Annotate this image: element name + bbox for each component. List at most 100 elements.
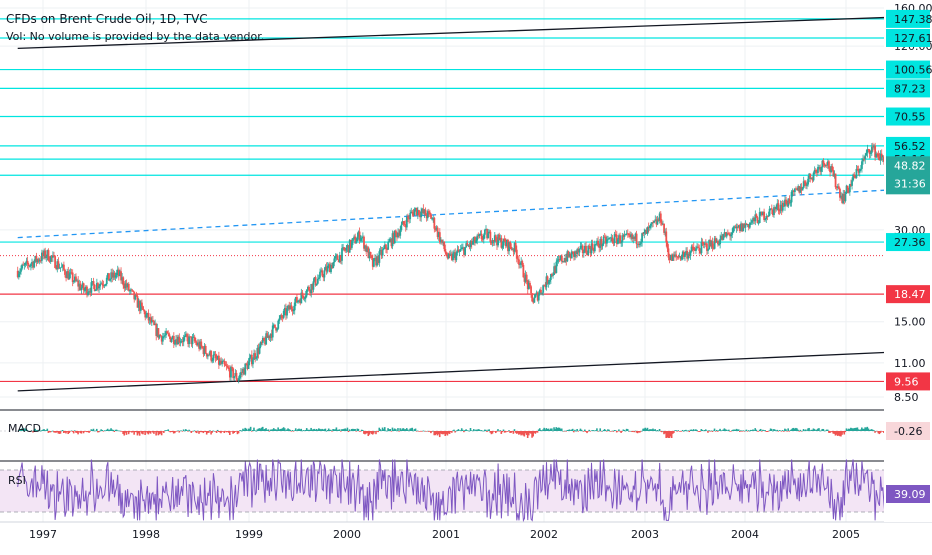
candle[interactable] [593, 240, 596, 253]
candle[interactable] [127, 282, 130, 292]
candle[interactable] [831, 163, 834, 172]
candle[interactable] [179, 337, 182, 347]
candle[interactable] [102, 280, 105, 288]
candle[interactable] [534, 293, 537, 299]
candle[interactable] [221, 358, 224, 367]
candle[interactable] [879, 150, 882, 165]
candle[interactable] [663, 223, 665, 236]
candle[interactable] [697, 243, 700, 248]
candle[interactable] [573, 251, 575, 261]
candle[interactable] [403, 220, 406, 227]
candle[interactable] [699, 248, 702, 255]
candle[interactable] [474, 236, 476, 246]
candle[interactable] [380, 246, 383, 260]
candle[interactable] [829, 166, 831, 177]
candle[interactable] [597, 236, 600, 248]
candle[interactable] [412, 208, 415, 217]
candle[interactable] [701, 238, 704, 246]
candle[interactable] [830, 164, 833, 174]
candle[interactable] [293, 298, 296, 315]
candle[interactable] [777, 199, 780, 215]
candle[interactable] [326, 261, 329, 274]
candle[interactable] [807, 176, 809, 187]
candle[interactable] [689, 250, 692, 260]
candle[interactable] [851, 177, 853, 190]
candle[interactable] [437, 231, 440, 241]
candle[interactable] [546, 275, 549, 285]
candle[interactable] [638, 241, 641, 248]
candle[interactable] [511, 247, 514, 251]
candle[interactable] [448, 250, 451, 259]
candle[interactable] [577, 246, 580, 256]
candle[interactable] [820, 166, 823, 176]
candle[interactable] [327, 262, 330, 269]
candle[interactable] [677, 254, 680, 260]
candle[interactable] [543, 284, 546, 287]
candle[interactable] [282, 309, 285, 320]
candle[interactable] [318, 274, 320, 280]
candle[interactable] [698, 244, 701, 255]
candle[interactable] [125, 279, 128, 290]
candle[interactable] [35, 252, 38, 267]
candle[interactable] [513, 242, 516, 255]
candle[interactable] [765, 213, 768, 224]
rsi-value-label[interactable]: 39.09 [894, 488, 926, 501]
candle[interactable] [653, 220, 656, 224]
candle[interactable] [242, 367, 244, 376]
candle[interactable] [435, 225, 438, 232]
candle[interactable] [378, 248, 381, 267]
candle[interactable] [99, 280, 102, 291]
candle[interactable] [88, 288, 91, 295]
candle[interactable] [324, 264, 327, 271]
candle[interactable] [26, 256, 29, 269]
candle[interactable] [113, 270, 116, 280]
candle[interactable] [39, 256, 42, 263]
candle[interactable] [192, 333, 195, 338]
candle[interactable] [530, 285, 532, 298]
candle[interactable] [706, 242, 708, 256]
candle[interactable] [233, 375, 236, 381]
candle[interactable] [714, 235, 717, 244]
candle[interactable] [498, 232, 501, 241]
candle[interactable] [315, 283, 318, 287]
candle[interactable] [678, 252, 681, 258]
candle[interactable] [753, 217, 756, 225]
candle[interactable] [563, 257, 565, 263]
candle[interactable] [793, 187, 796, 196]
candle[interactable] [618, 233, 620, 244]
candle[interactable] [414, 207, 417, 212]
candle[interactable] [264, 336, 266, 346]
candle[interactable] [50, 255, 53, 263]
candle[interactable] [454, 248, 457, 264]
candle[interactable] [67, 266, 70, 281]
candle[interactable] [413, 207, 416, 216]
candle[interactable] [601, 243, 604, 250]
candle[interactable] [715, 237, 718, 243]
candle[interactable] [382, 245, 385, 251]
candle[interactable] [247, 358, 250, 370]
level-tag-100.56[interactable]: 100.56 [894, 64, 932, 77]
candle[interactable] [21, 263, 24, 271]
candle[interactable] [311, 283, 314, 294]
candle[interactable] [532, 298, 535, 305]
candle[interactable] [713, 235, 716, 250]
candle[interactable] [71, 269, 74, 287]
candle[interactable] [280, 313, 283, 321]
candle[interactable] [398, 228, 401, 238]
candle[interactable] [253, 349, 255, 360]
candle[interactable] [797, 184, 800, 192]
candle[interactable] [269, 333, 272, 342]
candle[interactable] [246, 360, 249, 371]
candle[interactable] [671, 253, 674, 261]
candle[interactable] [730, 232, 733, 241]
candle[interactable] [80, 284, 83, 294]
candle[interactable] [255, 356, 258, 361]
candle[interactable] [520, 257, 523, 269]
candle[interactable] [625, 230, 628, 236]
candle[interactable] [137, 298, 140, 312]
candle[interactable] [687, 251, 690, 261]
candle[interactable] [321, 268, 324, 277]
candle[interactable] [115, 269, 118, 279]
candle[interactable] [190, 336, 193, 347]
candle[interactable] [313, 276, 316, 283]
